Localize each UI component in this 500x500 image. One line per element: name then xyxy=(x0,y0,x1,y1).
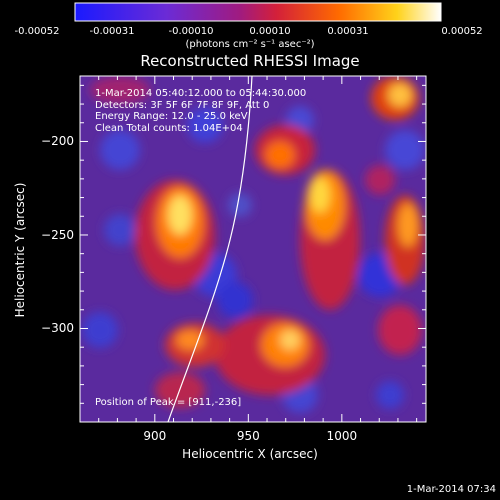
plot-frame xyxy=(79,75,427,423)
colorbar-tick: -0.00010 xyxy=(168,26,214,37)
solar-limb-curve xyxy=(167,76,253,422)
observation-info: 1-Mar-2014 05:40:12.000 to 05:44:30.000 … xyxy=(95,88,306,134)
colorbar-tick: -0.00052 xyxy=(14,26,60,37)
peak-position-label: Position of Peak = [911,-236] xyxy=(95,397,242,408)
footer-timestamp: 1-Mar-2014 07:34 xyxy=(406,484,496,495)
info-line: Clean Total counts: 1.04E+04 xyxy=(95,122,243,134)
x-tick-label: 900 xyxy=(143,429,167,443)
info-line: Detectors: 3F 5F 6F 7F 8F 9F, Att 0 xyxy=(95,99,270,111)
colorbar xyxy=(74,2,442,22)
colorbar-tick: 0.00010 xyxy=(249,26,291,37)
info-line: Energy Range: 12.0 - 25.0 keV xyxy=(95,111,248,122)
y-tick-label: −300 xyxy=(41,321,74,336)
heatmap-image xyxy=(80,76,426,422)
y-axis-label: Heliocentric Y (arcsec) xyxy=(13,182,27,318)
colorbar-tick: 0.00031 xyxy=(327,26,369,37)
x-tick-label: 1000 xyxy=(326,429,358,443)
x-axis-label: Heliocentric X (arcsec) xyxy=(182,447,318,461)
colorbar-units: (photons cm⁻² s⁻¹ asec⁻²) xyxy=(185,39,315,50)
y-tick-label: −200 xyxy=(41,134,74,149)
info-line: 1-Mar-2014 05:40:12.000 to 05:44:30.000 xyxy=(95,88,307,99)
colorbar-tick: 0.00052 xyxy=(441,26,483,37)
colorbar-tick: -0.00031 xyxy=(89,26,135,37)
x-tick-label: 950 xyxy=(236,429,260,443)
chart-title: Reconstructed RHESSI Image xyxy=(140,52,360,70)
colorbar-tick-labels: -0.00052 -0.00031 -0.00010 0.00010 0.000… xyxy=(0,26,500,40)
y-tick-label: −250 xyxy=(41,227,74,242)
